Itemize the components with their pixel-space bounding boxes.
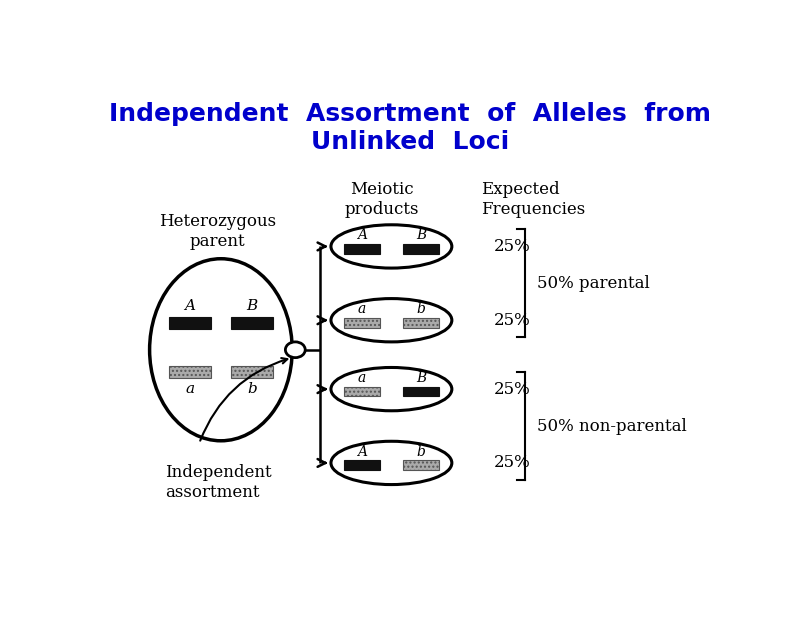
Text: 50% parental: 50% parental bbox=[537, 275, 650, 292]
Text: a: a bbox=[186, 382, 194, 396]
Text: b: b bbox=[417, 302, 426, 316]
Bar bbox=[344, 387, 380, 396]
Text: 25%: 25% bbox=[494, 381, 530, 397]
Bar bbox=[403, 461, 439, 470]
Text: a: a bbox=[358, 302, 366, 316]
Bar bbox=[403, 318, 439, 328]
Bar bbox=[344, 461, 380, 470]
Text: 50% non-parental: 50% non-parental bbox=[537, 417, 687, 435]
Text: A: A bbox=[357, 228, 366, 242]
Text: B: B bbox=[246, 298, 258, 312]
Bar bbox=[231, 316, 273, 329]
Text: Unlinked  Loci: Unlinked Loci bbox=[311, 130, 509, 153]
Text: b: b bbox=[417, 445, 426, 459]
Text: Independent
assortment: Independent assortment bbox=[165, 465, 272, 501]
Bar bbox=[403, 244, 439, 254]
Text: Meiotic
products: Meiotic products bbox=[345, 181, 419, 218]
Text: B: B bbox=[416, 228, 426, 242]
Text: 25%: 25% bbox=[494, 238, 530, 255]
Bar bbox=[169, 366, 211, 378]
Text: a: a bbox=[358, 371, 366, 385]
Circle shape bbox=[286, 342, 306, 358]
Bar bbox=[231, 366, 273, 378]
Text: Heterozygous
parent: Heterozygous parent bbox=[159, 213, 276, 250]
Text: Independent  Assortment  of  Alleles  from: Independent Assortment of Alleles from bbox=[109, 102, 711, 126]
Text: Expected
Frequencies: Expected Frequencies bbox=[482, 181, 586, 218]
Bar bbox=[344, 244, 380, 254]
Text: A: A bbox=[357, 445, 366, 459]
Bar bbox=[344, 318, 380, 328]
Text: b: b bbox=[247, 382, 257, 396]
Text: A: A bbox=[184, 298, 195, 312]
Text: B: B bbox=[416, 371, 426, 385]
Bar bbox=[403, 387, 439, 396]
Text: 25%: 25% bbox=[494, 312, 530, 328]
Bar bbox=[169, 316, 211, 329]
Text: 25%: 25% bbox=[494, 454, 530, 472]
